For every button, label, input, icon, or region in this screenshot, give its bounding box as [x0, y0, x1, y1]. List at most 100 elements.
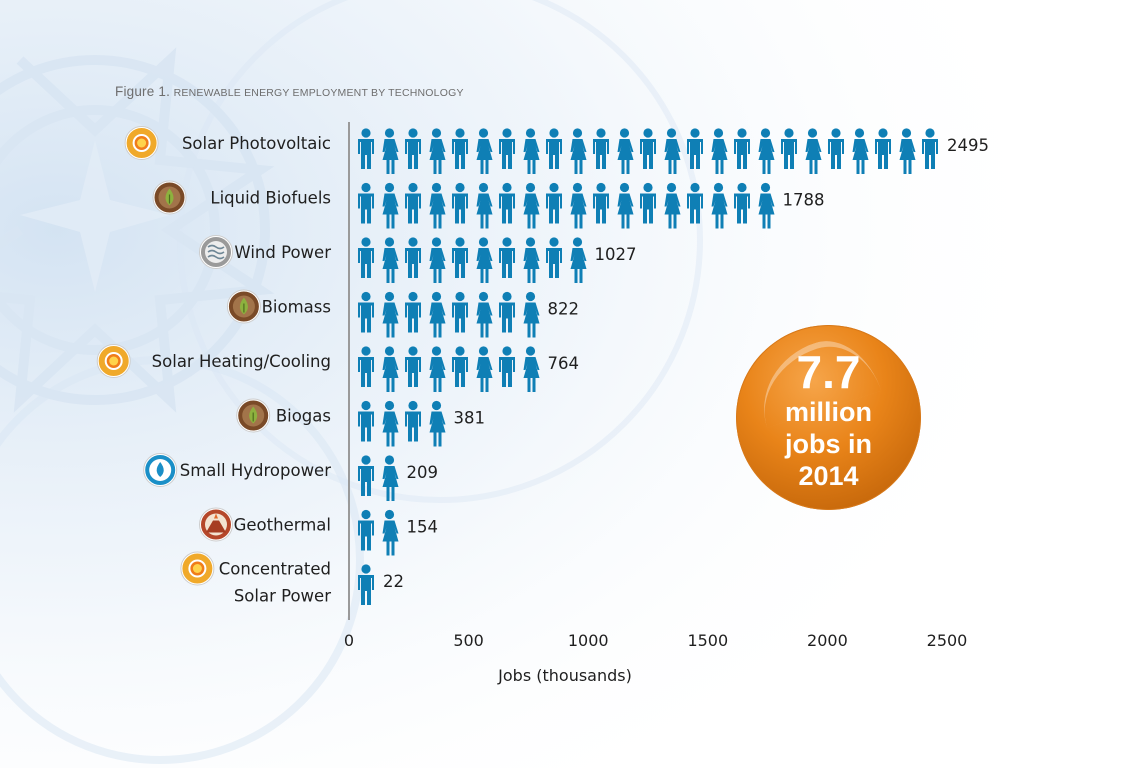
category-label: Solar Photovoltaic [182, 134, 331, 153]
man-figure [358, 182, 374, 224]
woman-figure [570, 182, 587, 229]
man-figure [734, 128, 750, 169]
woman-figure [429, 237, 446, 283]
volcano-icon [199, 507, 233, 542]
category-label: Geothermal [234, 516, 331, 535]
woman-figure [382, 509, 399, 556]
bar-row: Solar Photovoltaic 2495 [124, 126, 989, 174]
man-figure [640, 182, 656, 224]
woman-figure [617, 128, 634, 174]
man-figure [499, 291, 515, 333]
man-figure [546, 237, 562, 278]
woman-figure [382, 291, 399, 338]
value-label: 764 [548, 354, 580, 373]
man-figure [499, 128, 515, 169]
woman-figure [382, 128, 399, 174]
x-axis-title: Jobs (thousands) [497, 666, 632, 685]
bar-row: Liquid Biofuels 1788 [152, 180, 825, 229]
man-figure [358, 400, 374, 442]
water-drop-icon [143, 453, 178, 487]
woman-figure [523, 346, 540, 392]
x-tick-label: 1000 [568, 631, 609, 650]
caption-text: Renewable energy employment by technolog… [173, 87, 464, 99]
man-figure [358, 509, 374, 551]
man-figure [593, 128, 609, 169]
man-figure [734, 182, 750, 224]
biofuel-drop-icon [152, 180, 187, 215]
bar-row: Solar Heating/Cooling 764 [96, 344, 580, 392]
category-label: Concentrated [219, 560, 331, 579]
x-tick-label: 2000 [807, 631, 848, 650]
woman-figure [382, 400, 399, 447]
bar-row: Small Hydropower 209 [143, 453, 439, 501]
category-label: Liquid Biofuels [210, 189, 331, 208]
sun-icon [180, 551, 215, 586]
x-tick-label: 1500 [687, 631, 728, 650]
woman-figure [429, 182, 446, 229]
bar-row: Geothermal 154 [199, 507, 439, 556]
badge-line-3: 2014 [798, 461, 859, 491]
man-figure [452, 346, 468, 387]
bar-row: Biogas 381 [236, 398, 486, 447]
man-figure [452, 128, 468, 169]
man-figure [452, 291, 468, 333]
sun-icon [124, 126, 159, 160]
category-label: Biogas [276, 407, 331, 426]
woman-figure [711, 182, 728, 229]
woman-figure [476, 346, 493, 392]
value-label: 2495 [947, 136, 989, 155]
man-figure [405, 128, 421, 169]
woman-figure [758, 182, 775, 229]
category-label: Small Hydropower [180, 461, 331, 480]
man-figure [499, 346, 515, 387]
woman-figure [382, 346, 399, 392]
category-label: Wind Power [234, 243, 331, 262]
man-figure [358, 291, 374, 333]
man-figure [358, 128, 374, 169]
figure-caption: Figure 1. Renewable energy employment by… [115, 84, 464, 99]
x-tick-label: 500 [453, 631, 484, 650]
man-figure [546, 182, 562, 224]
woman-figure [382, 182, 399, 229]
man-figure [358, 237, 374, 278]
man-figure [358, 346, 374, 387]
value-label: 381 [454, 409, 486, 428]
woman-figure [476, 182, 493, 229]
x-tick-label: 2500 [927, 631, 968, 650]
badge-line-1: million [785, 397, 872, 427]
bar-row: Wind Power 1027 [199, 235, 637, 283]
value-label: 22 [383, 572, 404, 591]
woman-figure [523, 237, 540, 283]
man-figure [640, 128, 656, 169]
woman-figure [429, 400, 446, 447]
man-figure [499, 237, 515, 278]
man-figure [593, 182, 609, 224]
woman-figure [570, 128, 587, 174]
caption-prefix: Figure 1. [115, 84, 171, 99]
biomass-drop-icon [226, 289, 261, 324]
woman-figure [429, 291, 446, 338]
wind-icon [199, 235, 233, 269]
woman-figure [523, 128, 540, 174]
badge-line-2: jobs in [785, 429, 872, 459]
woman-figure [429, 346, 446, 392]
woman-figure [664, 128, 681, 174]
woman-figure [523, 291, 540, 338]
bar-row: Biomass 822 [226, 289, 580, 338]
man-figure [405, 291, 421, 333]
woman-figure [570, 237, 587, 283]
x-tick-label: 0 [344, 631, 354, 650]
woman-figure [476, 291, 493, 338]
category-label: Solar Power [234, 587, 331, 606]
value-label: 154 [407, 518, 439, 537]
woman-figure [476, 128, 493, 174]
man-figure [405, 182, 421, 224]
man-figure [687, 182, 703, 224]
woman-figure [805, 128, 822, 174]
value-label: 822 [548, 300, 580, 319]
man-figure [358, 455, 374, 496]
woman-figure [382, 455, 399, 501]
value-label: 209 [407, 463, 439, 482]
man-figure [781, 128, 797, 169]
